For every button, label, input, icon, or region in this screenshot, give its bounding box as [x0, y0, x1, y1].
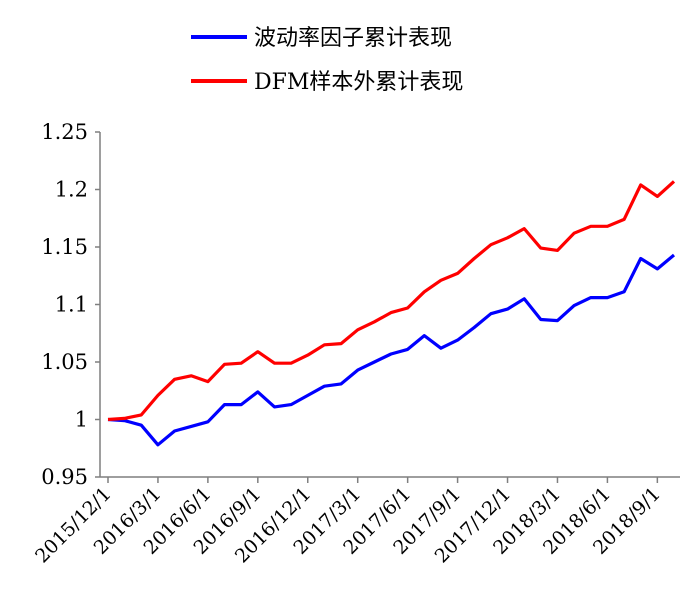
axes — [99, 132, 680, 478]
series-lines — [107, 180, 676, 447]
y-axis-ticks: 0.95 1 1.05 1.1 1.15 1.2 1.25 — [41, 120, 100, 489]
legend-label: 波动率因子累计表现 — [254, 26, 452, 51]
series-line-dfm — [107, 180, 676, 422]
legend-label: DFM样本外累计表现 — [254, 70, 463, 95]
y-tick-label: 0.95 — [41, 465, 88, 489]
y-tick-label: 1 — [75, 408, 88, 432]
y-tick-label: 1.05 — [41, 350, 88, 374]
y-tick-label: 1.15 — [41, 235, 88, 259]
y-tick-label: 1.25 — [41, 120, 88, 144]
x-axis-ticks: 2015/12/12016/3/12016/6/12016/9/12016/12… — [31, 477, 665, 567]
series-line-volatility-factor — [107, 253, 676, 447]
y-tick-label: 1.1 — [55, 293, 88, 317]
y-tick-label: 1.2 — [55, 178, 88, 202]
legend: 波动率因子累计表现 DFM样本外累计表现 — [191, 26, 463, 95]
